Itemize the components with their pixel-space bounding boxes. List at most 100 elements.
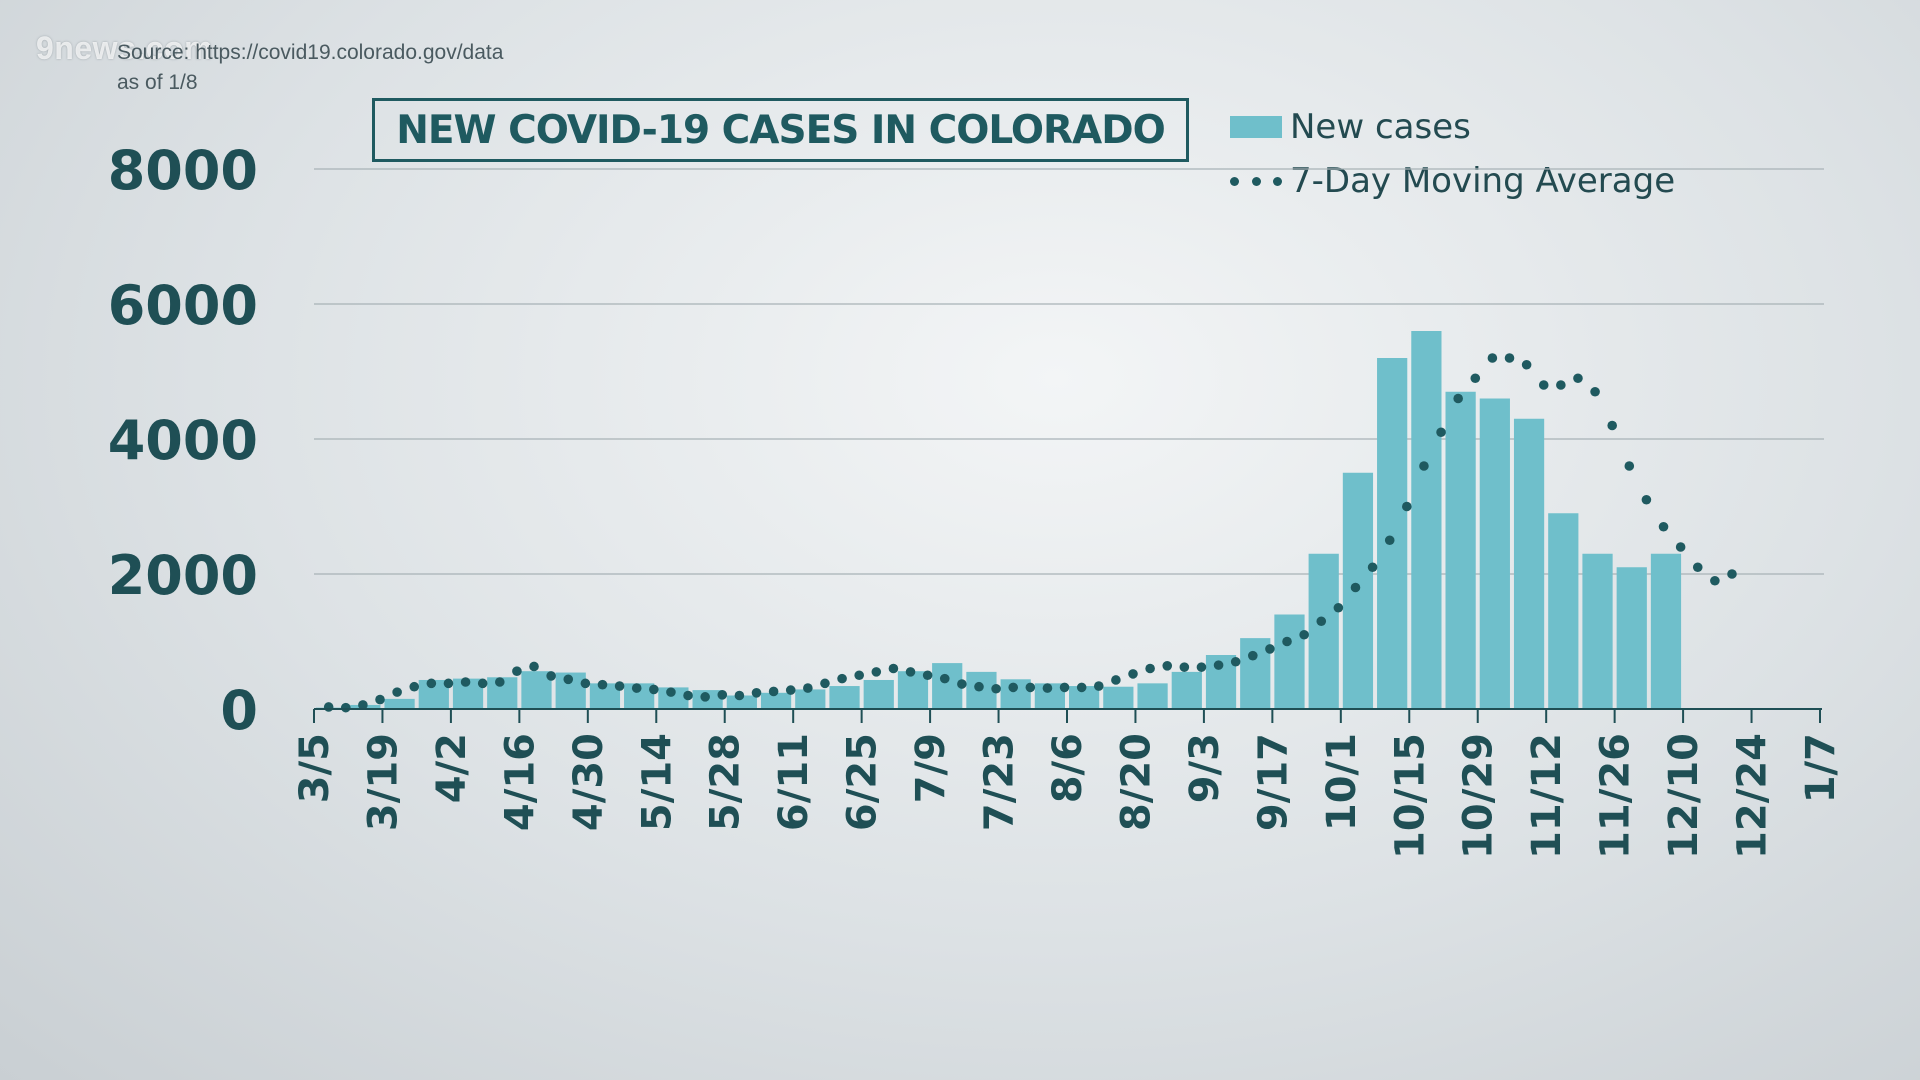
new-cases-bar (1137, 683, 1168, 709)
moving-average-dot (922, 670, 933, 681)
x-tick-label: 10/15 (1387, 733, 1433, 859)
moving-average-dot (649, 684, 659, 695)
moving-average-dot (1025, 682, 1036, 693)
moving-average-dot (1042, 683, 1053, 693)
moving-average-dot (837, 673, 847, 684)
9news-logo: 9news.com (36, 30, 214, 66)
x-tick-label: 4/30 (566, 733, 612, 831)
moving-average-dot (1059, 682, 1070, 693)
moving-average-dot (666, 687, 676, 697)
moving-average-dot (1470, 373, 1481, 384)
moving-average-dot (597, 679, 608, 690)
x-tick-label: 7/23 (977, 733, 1023, 831)
x-tick-label: 10/1 (1319, 733, 1365, 831)
moving-average-dot (340, 702, 351, 713)
y-tick-label: 8000 (108, 139, 258, 202)
moving-average-dot (495, 677, 505, 687)
moving-average-dot (443, 678, 454, 689)
moving-average-dot (1093, 681, 1104, 691)
moving-average-dot (546, 671, 556, 681)
x-tick-label: 11/12 (1524, 733, 1570, 859)
x-tick-label: 3/5 (292, 733, 338, 803)
x-tick-label: 4/16 (497, 733, 543, 831)
new-cases-bar (384, 698, 415, 709)
chart-title: NEW COVID-19 CASES IN COLORADO (396, 107, 1165, 153)
moving-average-dot (803, 683, 813, 693)
x-tick-label: 5/28 (703, 733, 749, 831)
moving-average-dot (1727, 569, 1737, 579)
moving-average-dot (871, 667, 882, 677)
moving-average-dot (683, 690, 693, 701)
moving-average-dot (1367, 562, 1378, 573)
x-tick-label: 3/19 (360, 733, 406, 831)
moving-average-dot (1487, 353, 1498, 363)
moving-average-dot (991, 683, 1001, 694)
moving-average-dot (563, 674, 574, 685)
new-cases-bar (726, 695, 757, 709)
moving-average-dot (1607, 420, 1617, 431)
x-tick-label: 12/24 (1730, 733, 1776, 859)
moving-average-dot (1179, 662, 1190, 672)
new-cases-bar (521, 671, 552, 709)
moving-average-dot (1419, 461, 1429, 471)
x-tick-label: 5/14 (634, 733, 680, 831)
moving-average-dot (392, 687, 402, 697)
x-tick-label: 6/25 (840, 733, 886, 831)
moving-average-dot (939, 673, 950, 684)
new-cases-bar (1377, 358, 1408, 709)
source-url: Source: https://covid19.colorado.gov/dat… (117, 41, 504, 64)
y-tick-label: 6000 (108, 274, 258, 337)
moving-average-dot (1402, 501, 1412, 512)
y-tick-label: 4000 (108, 409, 258, 472)
moving-average-dot (1624, 461, 1635, 471)
x-tick-label: 6/11 (771, 733, 817, 831)
moving-average-dot (1384, 535, 1395, 546)
moving-average-dot (580, 678, 591, 689)
new-cases-bar (897, 671, 929, 709)
x-tick-label: 4/2 (429, 733, 475, 803)
moving-average-dot (409, 681, 420, 692)
dotted-line-swatch-icon (1230, 176, 1282, 186)
moving-average-dot (820, 678, 830, 689)
moving-average-dot (888, 663, 899, 674)
new-cases-bar (1650, 553, 1682, 709)
as-of-date: as of 1/8 (117, 71, 198, 94)
moving-average-dot (1556, 380, 1566, 390)
y-axis-ticks: 0 2000 4000 6000 8000 (108, 139, 258, 742)
moving-average-dot (1076, 682, 1087, 693)
moving-average-dot (1675, 542, 1686, 552)
new-cases-bar (1513, 418, 1545, 709)
moving-average-dot (512, 666, 522, 676)
legend-item-moving-average: 7-Day Moving Average (1230, 154, 1675, 208)
moving-average-dot (1213, 660, 1224, 670)
chart-title-box: NEW COVID-19 CASES IN COLORADO (372, 98, 1189, 162)
moving-average-dot (1436, 427, 1446, 438)
data-source-note: Source: https://covid19.colorado.gov/dat… (117, 38, 503, 98)
moving-average-dot (1641, 494, 1652, 505)
new-cases-bar (760, 692, 792, 709)
new-cases-bar (932, 663, 963, 709)
moving-average-dot (1230, 656, 1241, 667)
x-tick-label: 12/10 (1661, 733, 1707, 859)
moving-average-dot (477, 678, 488, 689)
x-tick-label: 1/7 (1798, 733, 1844, 803)
bar-swatch-icon (1230, 116, 1282, 138)
moving-average-dot (323, 702, 334, 712)
moving-average-dot (1538, 380, 1549, 390)
moving-average-dot (1162, 661, 1173, 671)
new-cases-bar (1103, 686, 1134, 709)
moving-average-dot (1710, 575, 1720, 586)
legend-label-moving-average: 7-Day Moving Average (1290, 161, 1676, 201)
moving-average-dot (1333, 602, 1344, 613)
moving-average-dot (1008, 682, 1019, 693)
new-cases-bar (1411, 331, 1442, 709)
moving-average-dot (1248, 650, 1258, 661)
moving-average-dot (1196, 662, 1207, 672)
y-tick-label: 0 (220, 679, 258, 742)
legend-item-new-cases: New cases (1230, 100, 1675, 154)
moving-average-dot (1521, 359, 1532, 370)
x-tick-label: 7/9 (908, 733, 954, 803)
moving-average-dots (323, 353, 1737, 713)
moving-average-dot (974, 681, 984, 692)
x-tick-label: 11/26 (1593, 733, 1639, 859)
